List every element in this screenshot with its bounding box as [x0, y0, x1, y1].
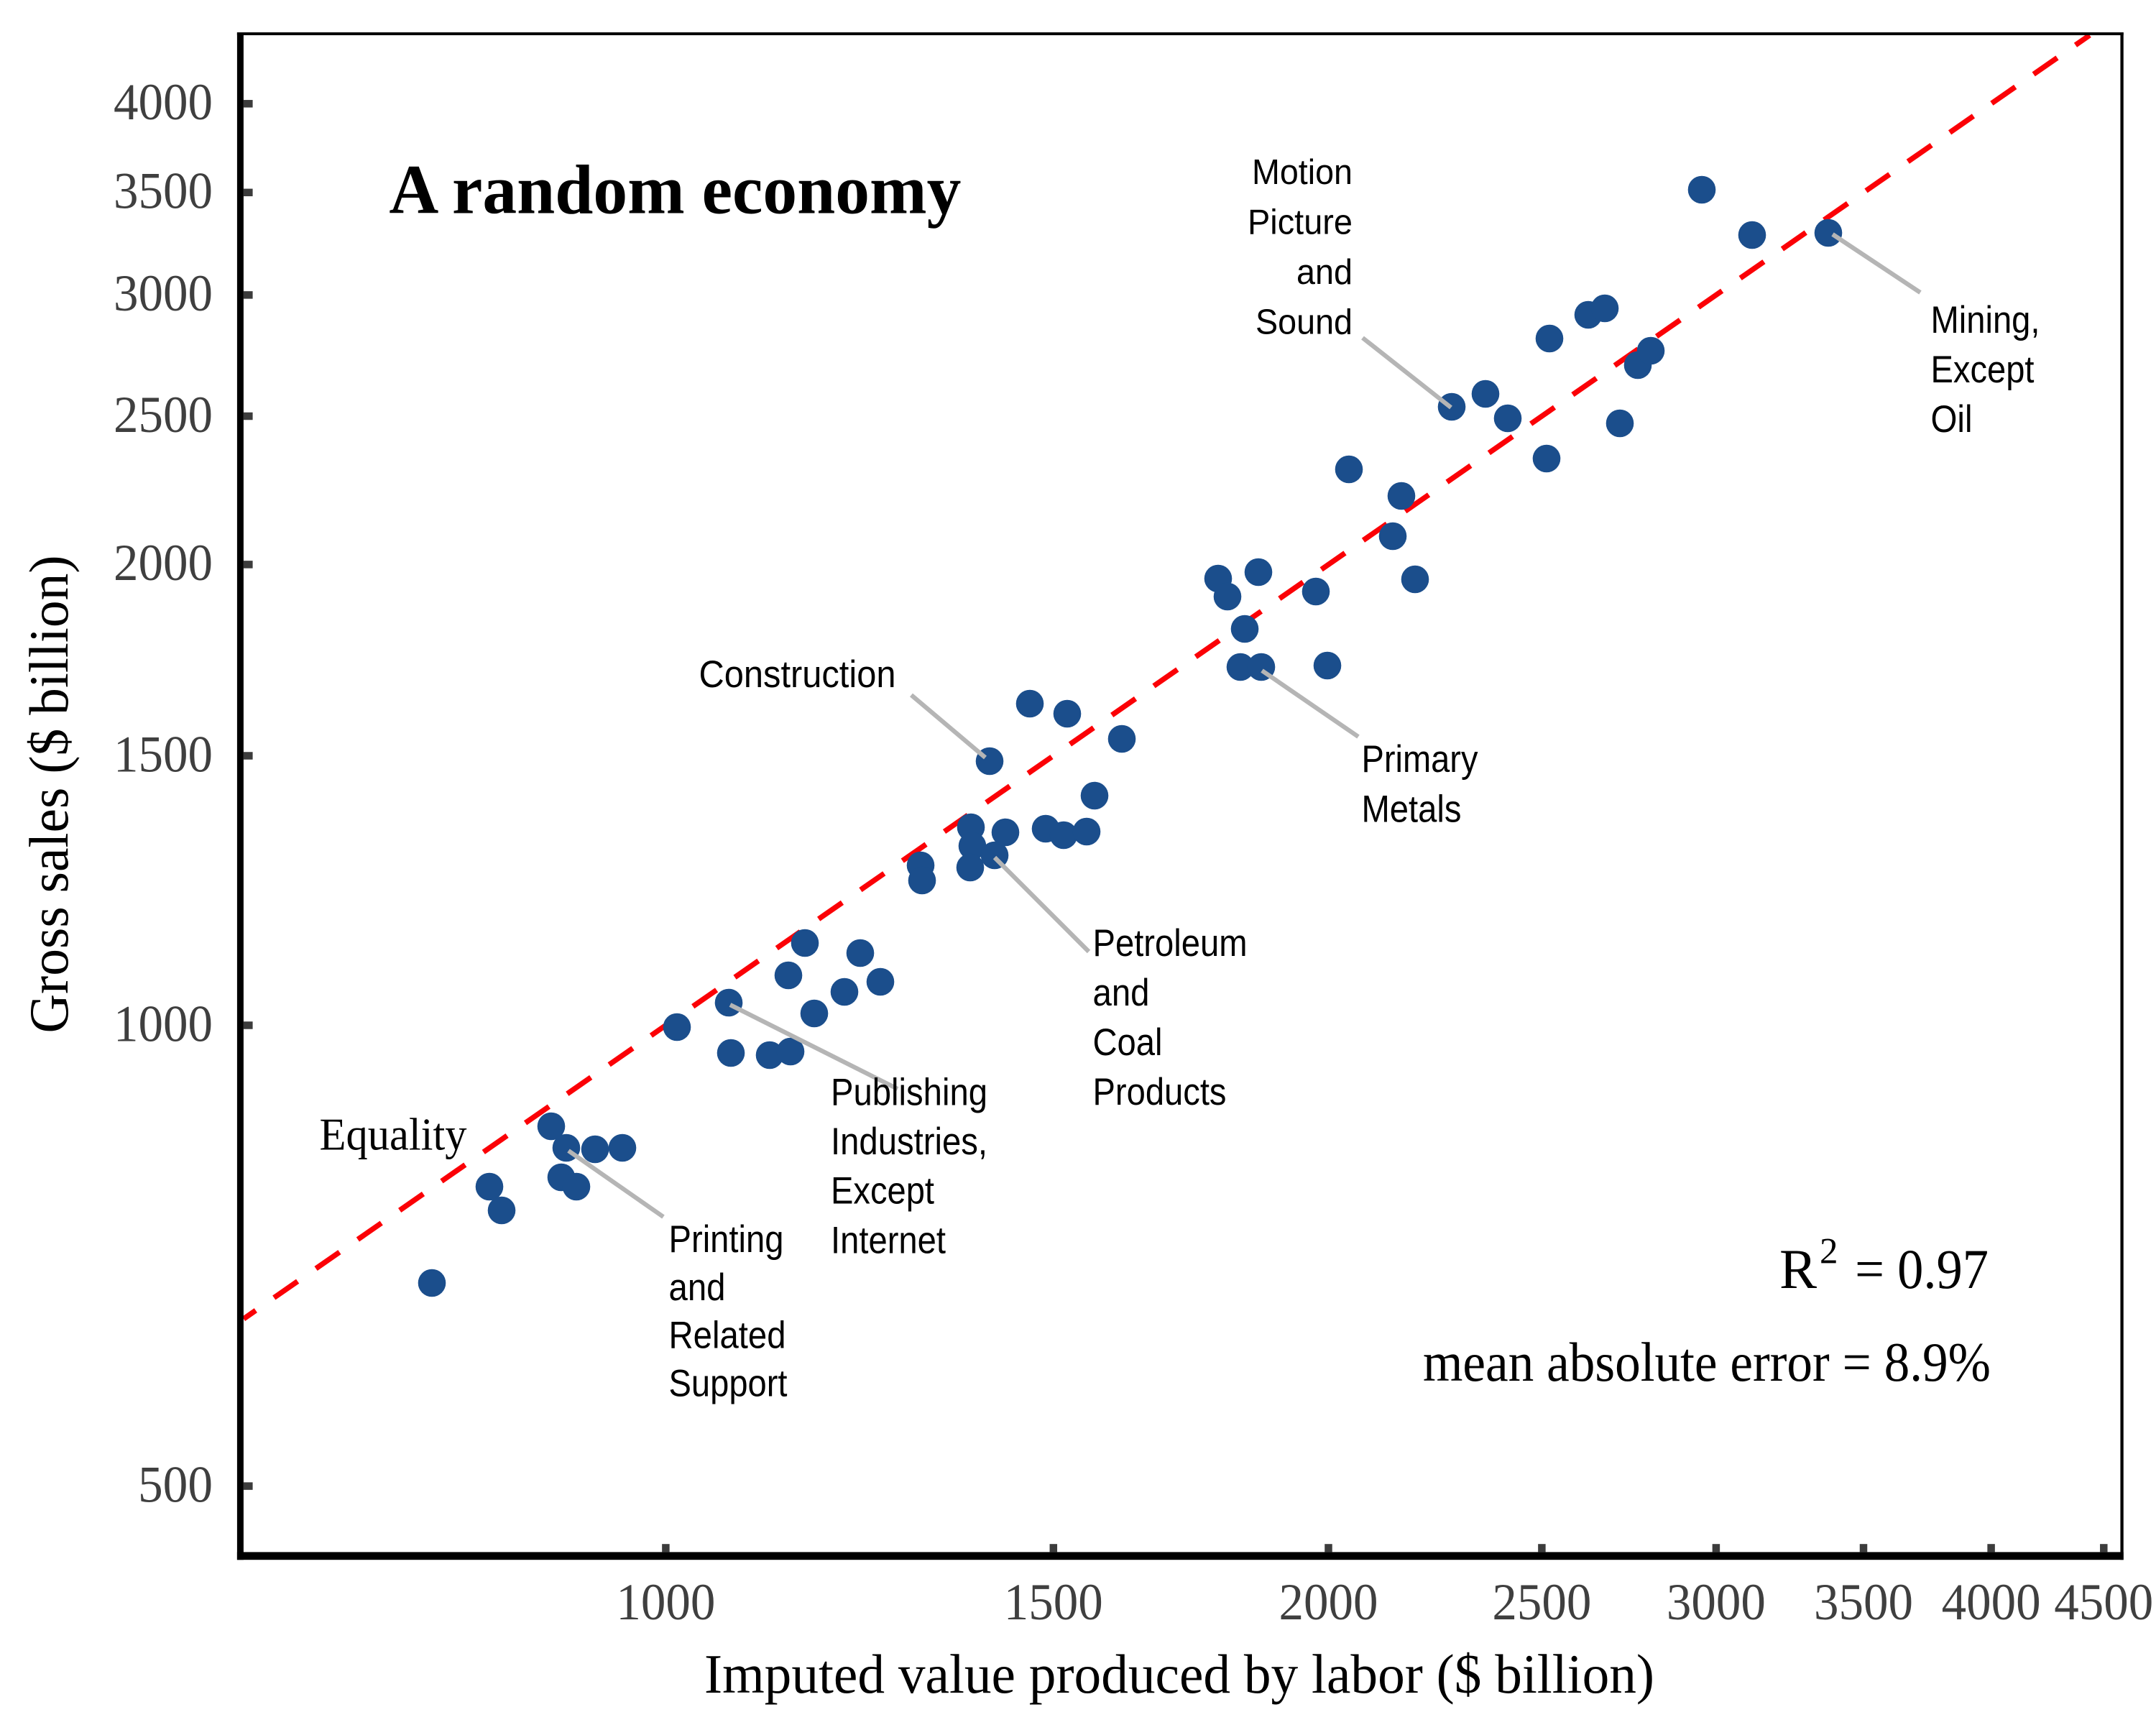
- svg-text:Mining,: Mining,: [1931, 299, 2040, 341]
- svg-text:4500: 4500: [2054, 1573, 2153, 1631]
- svg-text:4000: 4000: [114, 73, 213, 131]
- svg-text:Metals: Metals: [1362, 788, 1462, 831]
- svg-text:1500: 1500: [114, 724, 213, 783]
- svg-text:2500: 2500: [1492, 1573, 1591, 1631]
- svg-text:Except: Except: [1931, 349, 2035, 391]
- svg-text:1500: 1500: [1004, 1573, 1103, 1631]
- svg-text:Sound: Sound: [1256, 303, 1353, 342]
- svg-text:and: and: [669, 1266, 726, 1309]
- svg-text:500: 500: [138, 1455, 213, 1513]
- svg-text:A random economy: A random economy: [389, 152, 961, 229]
- svg-text:Oil: Oil: [1931, 398, 1973, 441]
- svg-text:and: and: [1296, 252, 1353, 292]
- svg-text:Equality: Equality: [320, 1108, 467, 1159]
- svg-text:Gross sales ($ billion): Gross sales ($ billion): [18, 556, 80, 1034]
- svg-text:2000: 2000: [114, 533, 213, 592]
- svg-text:Related: Related: [669, 1315, 786, 1357]
- svg-text:Construction: Construction: [699, 653, 896, 696]
- svg-text:3500: 3500: [114, 162, 213, 220]
- svg-text:3000: 3000: [114, 264, 213, 322]
- svg-text:Printing: Printing: [669, 1218, 784, 1261]
- svg-text:1000: 1000: [616, 1573, 715, 1631]
- svg-text:mean absolute error = 8.9%: mean absolute error = 8.9%: [1423, 1331, 1991, 1393]
- svg-text:Products: Products: [1093, 1071, 1227, 1113]
- svg-text:and: and: [1093, 972, 1150, 1014]
- svg-text:Internet: Internet: [831, 1219, 946, 1261]
- svg-text:2500: 2500: [114, 385, 213, 443]
- svg-text:Primary: Primary: [1362, 738, 1478, 781]
- svg-text:Imputed value produced by labo: Imputed value produced by labor ($ billi…: [704, 1643, 1654, 1705]
- svg-text:2000: 2000: [1279, 1573, 1378, 1631]
- svg-text:Picture: Picture: [1248, 203, 1353, 242]
- svg-text:Motion: Motion: [1252, 152, 1353, 192]
- svg-text:Petroleum: Petroleum: [1093, 922, 1248, 965]
- svg-text:3000: 3000: [1667, 1573, 1766, 1631]
- svg-text:Coal: Coal: [1093, 1021, 1163, 1064]
- svg-text:4000: 4000: [1942, 1573, 2041, 1631]
- svg-text:Publishing: Publishing: [831, 1072, 987, 1114]
- svg-text:Except: Except: [831, 1170, 934, 1213]
- svg-text:Industries,: Industries,: [831, 1121, 987, 1163]
- svg-text:1000: 1000: [114, 994, 213, 1052]
- svg-text:3500: 3500: [1814, 1573, 1913, 1631]
- svg-text:R2 = 0.97: R2 = 0.97: [1779, 1232, 1989, 1300]
- svg-text:Support: Support: [669, 1362, 788, 1404]
